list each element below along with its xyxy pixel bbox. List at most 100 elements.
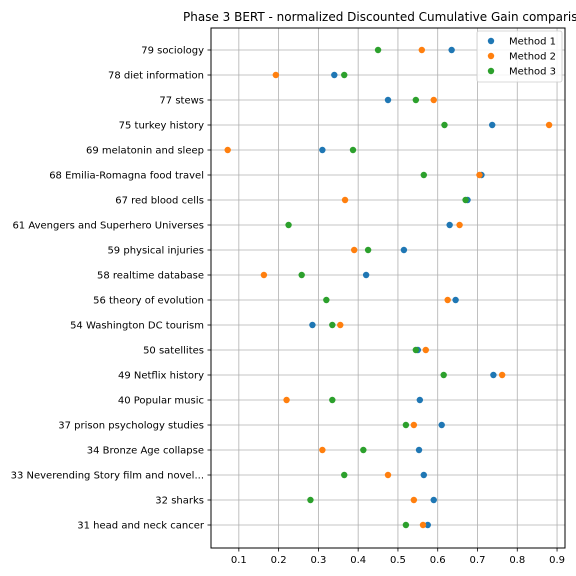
data-point <box>341 471 348 479</box>
legend: Method 1 Method 2 Method 3 <box>476 30 563 83</box>
data-point <box>412 96 420 104</box>
data-point <box>476 171 483 179</box>
legend-box <box>476 30 563 83</box>
y-tick-label: 50 satellites <box>143 346 204 357</box>
legend-marker <box>487 67 495 75</box>
x-axis: 0.1 0.2 0.3 0.4 0.5 0.6 0.7 0.8 0.9 <box>231 548 565 566</box>
data-point <box>456 221 463 229</box>
data-point <box>331 71 338 79</box>
grid <box>211 28 565 548</box>
data-point <box>337 321 344 329</box>
data-point <box>309 321 316 329</box>
data-point <box>446 221 453 229</box>
data-point <box>384 96 392 104</box>
data-points <box>224 46 553 529</box>
data-point <box>448 46 455 54</box>
data-point <box>489 121 496 129</box>
y-tick-label: 79 sociology <box>141 46 204 57</box>
y-tick-label: 31 head and neck cancer <box>77 521 205 532</box>
y-tick-label: 67 red blood cells <box>115 196 204 207</box>
data-point <box>384 471 392 479</box>
data-point <box>350 246 358 254</box>
x-tick-label: 0.1 <box>231 555 247 566</box>
data-point <box>319 146 326 154</box>
y-tick-label: 78 diet information <box>108 71 204 82</box>
data-point <box>415 446 423 454</box>
y-tick-label: 61 Avengers and Superhero Universes <box>12 221 204 232</box>
y-tick-label: 56 theory of evolution <box>93 296 204 307</box>
y-tick-label: 68 Emilia-Romagna food travel <box>49 171 204 182</box>
y-tick-label: 59 physical injuries <box>107 246 204 257</box>
data-point <box>424 521 431 529</box>
data-point <box>412 346 420 354</box>
y-tick-label: 40 Popular music <box>118 396 204 407</box>
data-point <box>364 246 372 254</box>
legend-label: Method 2 <box>509 52 556 63</box>
x-tick-label: 0.2 <box>271 555 287 566</box>
y-tick-label: 58 realtime database <box>97 271 204 282</box>
data-point <box>418 46 426 54</box>
y-tick-label: 34 Bronze Age collapse <box>87 446 204 457</box>
data-point <box>420 471 427 479</box>
y-tick-label: 54 Washington DC tourism <box>70 321 204 332</box>
data-point <box>285 221 292 229</box>
plot-frame <box>210 27 566 549</box>
data-point <box>410 421 418 429</box>
data-point <box>260 271 268 279</box>
x-tick-label: 0.9 <box>549 555 565 566</box>
data-point <box>283 396 290 404</box>
data-point <box>452 296 459 304</box>
data-point <box>410 496 418 504</box>
data-point <box>329 321 336 329</box>
data-point <box>422 346 429 354</box>
data-point <box>272 71 280 79</box>
data-point <box>545 121 553 129</box>
x-tick-label: 0.7 <box>470 555 486 566</box>
data-point <box>419 521 427 529</box>
data-point <box>307 496 314 504</box>
x-tick-label: 0.5 <box>390 555 406 566</box>
y-tick-label: 37 prison psychology studies <box>58 421 204 432</box>
y-axis: 79 sociology 78 diet information 77 stews 7… <box>11 46 211 532</box>
data-point <box>440 371 447 379</box>
data-point <box>402 521 410 529</box>
data-point <box>341 196 349 204</box>
data-point <box>444 296 451 304</box>
data-point <box>319 446 326 454</box>
y-tick-label: 77 stews <box>159 96 204 107</box>
data-point <box>430 496 437 504</box>
y-tick-label: 33 Neverending Story film and novel... <box>11 471 204 482</box>
x-tick-label: 0.4 <box>350 555 366 566</box>
data-point <box>323 296 330 304</box>
y-tick-label: 75 turkey history <box>119 121 204 132</box>
data-point <box>400 246 408 254</box>
legend-label: Method 3 <box>509 67 556 78</box>
data-point <box>298 271 305 279</box>
data-point <box>420 171 427 179</box>
x-tick-label: 0.8 <box>509 555 525 566</box>
data-point <box>490 371 497 379</box>
data-point <box>462 196 469 204</box>
data-point <box>430 96 437 104</box>
data-point <box>374 46 382 54</box>
data-point <box>224 146 231 154</box>
chart-title: Phase 3 BERT - normalized Discounted Cum… <box>183 10 576 24</box>
y-tick-label: 69 melatonin and sleep <box>86 146 204 157</box>
legend-marker <box>487 37 495 45</box>
data-point <box>360 446 367 454</box>
data-point <box>402 421 410 429</box>
x-tick-label: 0.6 <box>430 555 446 566</box>
y-tick-label: 49 Netflix history <box>118 371 204 382</box>
data-point <box>498 371 506 379</box>
data-point <box>349 146 357 154</box>
legend-marker <box>487 52 495 60</box>
data-point <box>362 271 370 279</box>
data-point <box>341 71 348 79</box>
data-point <box>416 396 424 404</box>
data-point <box>441 121 448 129</box>
legend-label: Method 1 <box>509 37 556 48</box>
data-point <box>438 421 445 429</box>
data-point <box>329 396 336 404</box>
x-tick-label: 0.3 <box>310 555 326 566</box>
